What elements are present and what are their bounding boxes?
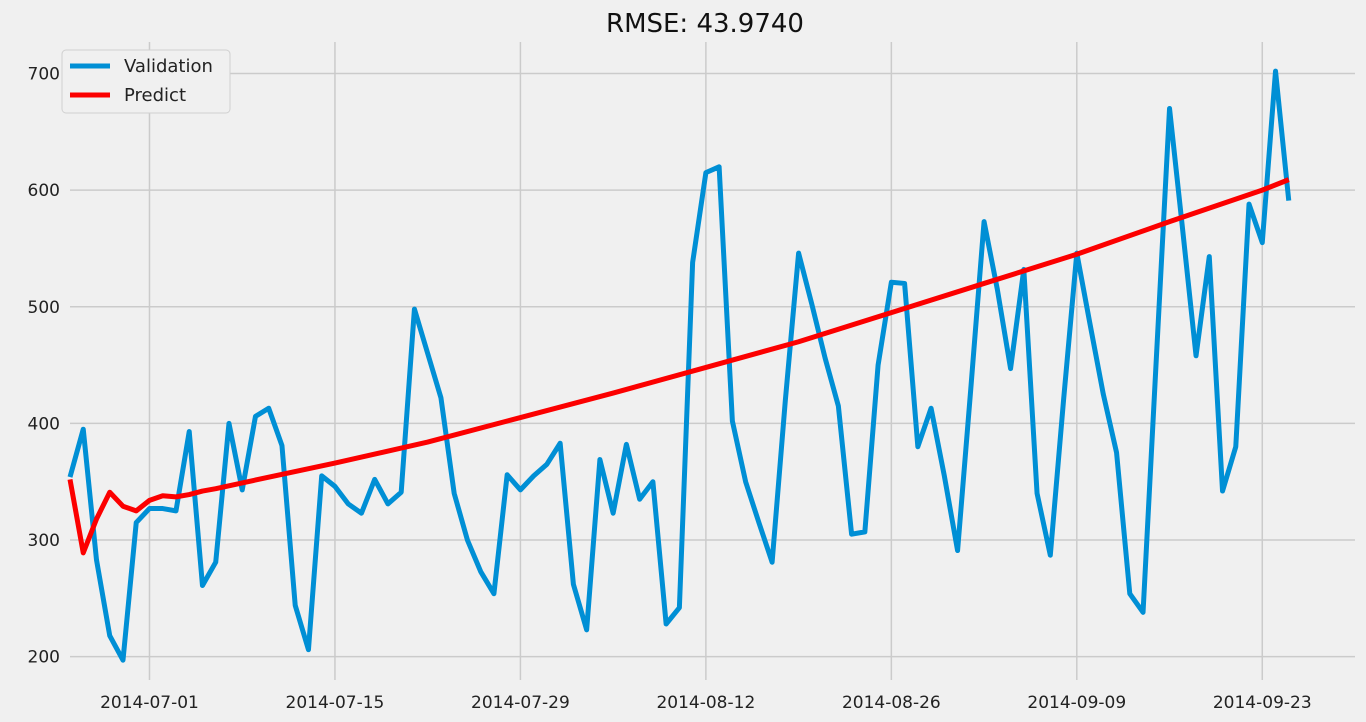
x-tick-label: 2014-07-01: [100, 693, 199, 713]
y-tick-label: 400: [28, 414, 60, 434]
y-tick-label: 200: [28, 648, 60, 668]
x-tick-label: 2014-07-15: [286, 693, 385, 713]
x-tick-label: 2014-08-12: [656, 693, 755, 713]
y-tick-label: 600: [28, 181, 60, 201]
y-tick-label: 300: [28, 531, 60, 551]
series-line-predict: [67, 177, 1290, 556]
legend-label-predict: Predict: [124, 85, 186, 106]
y-tick-label: 700: [28, 64, 60, 84]
x-tick-label: 2014-08-26: [842, 693, 941, 713]
grid: [70, 42, 1355, 680]
x-tick-label: 2014-09-09: [1027, 693, 1126, 713]
legend: Validation Predict: [61, 49, 231, 114]
x-tick-label: 2014-09-23: [1213, 693, 1312, 713]
series-lines: [67, 68, 1292, 663]
legend-label-validation: Validation: [124, 56, 213, 77]
chart-title: RMSE: 43.9740: [606, 9, 804, 39]
y-tick-label: 500: [28, 298, 60, 318]
axis-ticks: 200 300 400 500 600 700 2014-07-01 2014-07-15 20…: [28, 64, 1312, 713]
x-tick-label: 2014-07-29: [471, 693, 570, 713]
series-line-validation: [67, 68, 1292, 663]
